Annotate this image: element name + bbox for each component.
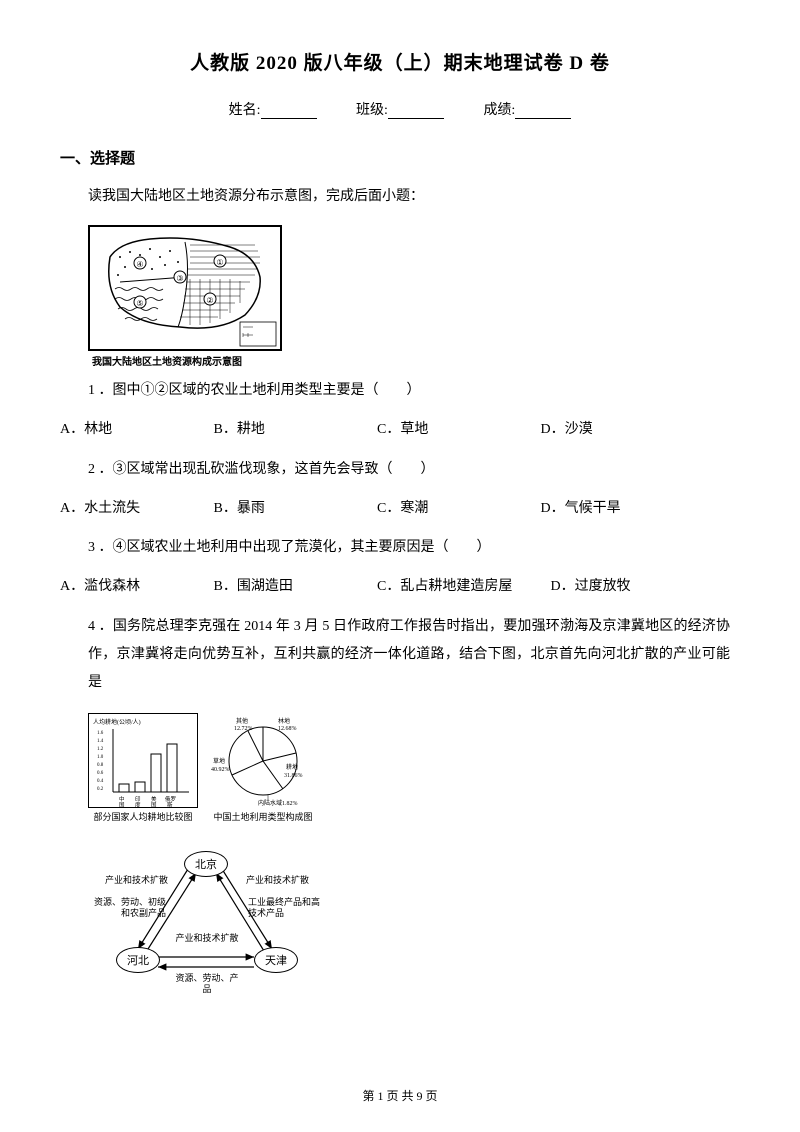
class-field: 班级: xyxy=(356,99,444,119)
bar-svg: 人均耕地(公顷/人) 1.6 1.4 1.2 1.0 0.8 0.6 0.4 0… xyxy=(89,714,197,807)
q2-opt-c: C．寒潮 xyxy=(377,496,537,521)
q2-opt-d: D．气候干旱 xyxy=(541,496,691,521)
svg-text:0.8: 0.8 xyxy=(97,763,104,768)
score-field: 成绩: xyxy=(483,99,571,119)
svg-text:耕地: 耕地 xyxy=(286,763,298,771)
pie-chart: 其他12.72% 林地12.68% 草地 40.92% 耕地 31.86% 内陆水域… xyxy=(208,713,318,808)
svg-text:1.2: 1.2 xyxy=(97,747,104,752)
q2-options: A．水土流失 B．暴雨 C．寒潮 D．气候干旱 xyxy=(60,496,740,521)
svg-text:林地: 林地 xyxy=(278,717,290,725)
q2-opt-a: A．水土流失 xyxy=(60,496,210,521)
exam-title: 人教版 2020 版八年级（上）期末地理试卷 D 卷 xyxy=(60,48,740,75)
diagram-container: 人均耕地(公顷/人) 1.6 1.4 1.2 1.0 0.8 0.6 0.4 0… xyxy=(88,713,740,989)
q1-opt-a: A．林地 xyxy=(60,417,210,442)
svg-text:②: ② xyxy=(206,296,213,305)
bar-chart-wrapper: 人均耕地(公顷/人) 1.6 1.4 1.2 1.0 0.8 0.6 0.4 0… xyxy=(88,713,198,823)
q3-options: A．滥伐森林 B．围湖造田 C．乱占耕地建造房屋 D．过度放牧 xyxy=(60,574,740,599)
svg-text:国: 国 xyxy=(151,802,157,807)
svg-text:12.68%: 12.68% xyxy=(278,726,297,732)
svg-text:1.4: 1.4 xyxy=(97,739,104,744)
svg-text:国: 国 xyxy=(119,802,125,807)
pie-chart-wrapper: 其他12.72% 林地12.68% 草地 40.92% 耕地 31.86% 内陆水域… xyxy=(208,713,318,823)
pie-caption: 中国土地利用类型构成图 xyxy=(208,810,318,823)
svg-text:中: 中 xyxy=(119,795,125,803)
score-underline xyxy=(515,105,571,119)
svg-text:0.4: 0.4 xyxy=(97,779,104,784)
header-fields: 姓名: 班级: 成绩: xyxy=(60,99,740,119)
flow-diagram: 北京 河北 天津 产业和技术扩散 产业和技术扩散 资源、劳动、初级和农副产品 工… xyxy=(88,839,328,989)
svg-text:0.2: 0.2 xyxy=(97,787,104,792)
class-label: 班级: xyxy=(356,103,388,118)
svg-text:40.92%: 40.92% xyxy=(211,767,230,773)
svg-text:人均耕地(公顷/人): 人均耕地(公顷/人) xyxy=(93,718,141,726)
svg-text:俄罗: 俄罗 xyxy=(165,795,176,803)
q3-opt-a: A．滥伐森林 xyxy=(60,574,210,599)
question-3: 3 ．④区域农业土地利用中出现了荒漠化，其主要原因是（ ） xyxy=(88,535,740,560)
svg-text:12.72%: 12.72% xyxy=(234,726,253,732)
svg-text:0.6: 0.6 xyxy=(97,771,104,776)
q1-opt-d: D．沙漠 xyxy=(541,417,691,442)
class-underline xyxy=(388,105,444,119)
svg-text:⑤: ⑤ xyxy=(136,299,143,308)
q3-opt-c: C．乱占耕地建造房屋 xyxy=(377,574,547,599)
question-2: 2 ．③区域常出现乱砍滥伐现象，这首先会导致（ ） xyxy=(88,457,740,482)
q1-opt-c: C．草地 xyxy=(377,417,537,442)
name-field: 姓名: xyxy=(229,99,317,119)
pie-svg: 其他12.72% 林地12.68% 草地 40.92% 耕地 31.86% 内陆水域… xyxy=(208,713,318,808)
q3-opt-b: B．围湖造田 xyxy=(214,574,374,599)
map-caption: 我国大陆地区土地资源构成示意图 xyxy=(92,353,740,368)
svg-text:印: 印 xyxy=(135,796,141,803)
svg-text:1.0: 1.0 xyxy=(97,755,104,760)
svg-text:③: ③ xyxy=(176,274,183,283)
page-footer: 第 1 页 共 9 页 xyxy=(0,1087,800,1104)
bar-caption: 部分国家人均耕地比较图 xyxy=(88,810,198,823)
instruction-text: 读我国大陆地区土地资源分布示意图，完成后面小题： xyxy=(88,184,740,209)
q3-opt-d: D．过度放牧 xyxy=(551,574,691,599)
edge-bj-hb: 产业和技术扩散 xyxy=(88,875,168,886)
section-heading: 一、选择题 xyxy=(60,147,740,168)
question-4: 4 ．国务院总理李克强在 2014 年 3 月 5 日作政府工作报告时指出，要加… xyxy=(88,613,730,697)
question-1: 1 ．图中①②区域的农业土地利用类型主要是（ ） xyxy=(88,378,740,403)
svg-text:内陆水域1.82%: 内陆水域1.82% xyxy=(258,799,298,807)
name-underline xyxy=(261,105,317,119)
edge-hb-tj: 产业和技术扩散 xyxy=(174,933,240,944)
svg-text:草地: 草地 xyxy=(213,757,225,765)
edge-bj-tj: 产业和技术扩散 xyxy=(246,875,326,886)
edge-hb-bj: 资源、劳动、初级和农副产品 xyxy=(88,897,166,919)
svg-text:1.6: 1.6 xyxy=(97,731,104,736)
bar-chart: 人均耕地(公顷/人) 1.6 1.4 1.2 1.0 0.8 0.6 0.4 0… xyxy=(88,713,198,808)
svg-text:④: ④ xyxy=(136,260,143,269)
q2-opt-b: B．暴雨 xyxy=(214,496,374,521)
edge-tj-bj: 工业最终产品和高技术产品 xyxy=(248,897,328,919)
map-figure: ① ② ③ ④ ⑤ 我国大陆地区土地资源构成示意图 xyxy=(88,225,740,368)
q1-opt-b: B．耕地 xyxy=(214,417,374,442)
q1-options: A．林地 B．耕地 C．草地 D．沙漠 xyxy=(60,417,740,442)
svg-text:31.86%: 31.86% xyxy=(284,773,303,779)
svg-text:美: 美 xyxy=(151,795,157,803)
svg-text:其他: 其他 xyxy=(236,717,248,725)
svg-text:①: ① xyxy=(216,258,223,267)
edge-tj-hb: 资源、劳动、产品 xyxy=(174,973,240,995)
china-map: ① ② ③ ④ ⑤ xyxy=(88,225,282,351)
name-label: 姓名: xyxy=(229,103,261,118)
chart-row: 人均耕地(公顷/人) 1.6 1.4 1.2 1.0 0.8 0.6 0.4 0… xyxy=(88,713,740,823)
score-label: 成绩: xyxy=(483,103,515,118)
map-svg: ① ② ③ ④ ⑤ xyxy=(90,227,280,349)
